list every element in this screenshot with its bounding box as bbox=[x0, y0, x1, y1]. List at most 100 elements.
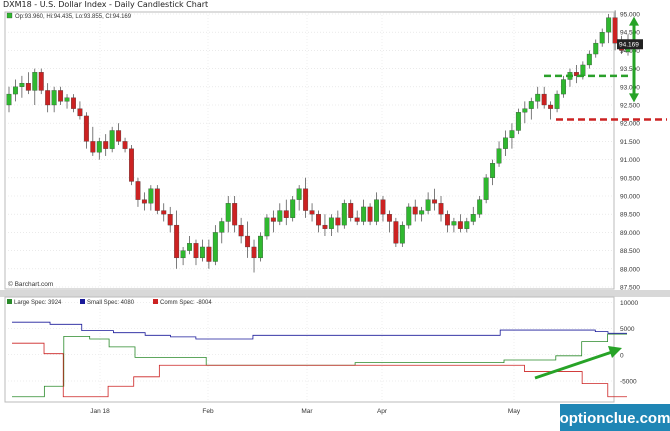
candle-body bbox=[77, 108, 83, 117]
candle-body bbox=[83, 115, 89, 142]
candle-body bbox=[167, 214, 173, 226]
candle-body bbox=[341, 203, 347, 226]
watermark-box bbox=[560, 404, 670, 431]
candle-body bbox=[71, 97, 76, 109]
candle-body bbox=[586, 53, 592, 66]
candle-body bbox=[386, 214, 392, 222]
cot-tick-label: 10000 bbox=[620, 300, 638, 307]
price-tick-label: 88.000 bbox=[620, 266, 640, 273]
candle-body bbox=[199, 246, 205, 259]
x-tick-label: Mar bbox=[301, 408, 313, 415]
candle-body bbox=[45, 90, 51, 106]
candle-body bbox=[464, 221, 470, 229]
candle-body bbox=[25, 83, 31, 91]
candle-body bbox=[174, 224, 180, 259]
comm-spec-line bbox=[12, 342, 627, 398]
candle-body bbox=[129, 148, 134, 182]
candle-body bbox=[290, 199, 296, 218]
last-price-label: 94.169 bbox=[619, 42, 639, 49]
large-spec-legend-label: Large Spec: 3924 bbox=[14, 300, 62, 306]
candle-body bbox=[277, 210, 283, 222]
candle-body bbox=[141, 199, 147, 204]
double-arrow-up-head bbox=[629, 16, 639, 26]
price-tick-label: 90.000 bbox=[620, 194, 640, 201]
candle-body bbox=[187, 243, 192, 251]
watermark-text: optionclue.com bbox=[560, 410, 670, 427]
candle-body bbox=[180, 250, 186, 259]
candle-body bbox=[432, 199, 438, 204]
candle-body bbox=[374, 199, 379, 222]
candle-body bbox=[154, 188, 160, 211]
price-panel bbox=[4, 11, 615, 290]
candle-body bbox=[96, 141, 102, 153]
last-price-box bbox=[617, 39, 643, 50]
candle-body bbox=[548, 104, 554, 109]
candle-body bbox=[161, 210, 167, 215]
candle-body bbox=[541, 93, 547, 106]
candle-body bbox=[206, 246, 212, 262]
candle-body bbox=[367, 206, 373, 222]
cot-trend-arrow-shaft bbox=[534, 350, 613, 380]
cot-tick-label: 0 bbox=[620, 352, 624, 359]
large-spec-legend-swatch bbox=[7, 299, 12, 304]
price-tick-label: 93.500 bbox=[620, 66, 640, 73]
price-tick-label: 95.000 bbox=[620, 12, 640, 19]
candle-body bbox=[451, 221, 457, 226]
price-tick-label: 88.500 bbox=[620, 248, 640, 255]
chart-title: DXM18 - U.S. Dollar Index - Daily Candle… bbox=[3, 0, 209, 9]
candle-body bbox=[245, 235, 251, 248]
candle-body bbox=[503, 137, 508, 149]
candle-body bbox=[122, 141, 128, 149]
candle-body bbox=[264, 217, 270, 237]
candle-body bbox=[270, 217, 276, 222]
candle-body bbox=[316, 214, 321, 226]
price-tick-label: 90.500 bbox=[620, 175, 640, 182]
candle-body bbox=[406, 206, 412, 226]
small-spec-legend-label: Small Spec: 4080 bbox=[87, 300, 135, 306]
price-tick-label: 87.500 bbox=[620, 285, 640, 292]
candle-body bbox=[219, 221, 225, 233]
candle-body bbox=[19, 83, 25, 87]
candle-body bbox=[348, 203, 354, 218]
candle-body bbox=[380, 199, 386, 215]
candle-body bbox=[38, 72, 44, 91]
candle-body bbox=[457, 221, 463, 229]
price-tick-label: 94.500 bbox=[620, 30, 640, 37]
candle-body bbox=[554, 93, 560, 109]
candle-body bbox=[303, 188, 309, 211]
candle-body bbox=[225, 203, 231, 222]
candle-body bbox=[212, 232, 218, 262]
candle-body bbox=[509, 130, 515, 138]
candle-body bbox=[12, 86, 18, 95]
candle-body bbox=[361, 206, 367, 222]
candle-body bbox=[522, 108, 528, 113]
comm-spec-legend-label: Comm Spec: -8004 bbox=[160, 300, 212, 306]
candle-body bbox=[399, 224, 405, 244]
candle-body bbox=[606, 17, 612, 33]
price-tick-label: 89.500 bbox=[620, 212, 640, 219]
candle-body bbox=[470, 214, 476, 222]
candle-body bbox=[90, 141, 96, 153]
candle-body bbox=[419, 210, 425, 215]
x-tick-label: May bbox=[508, 408, 521, 415]
candle-body bbox=[477, 199, 483, 215]
candle-body bbox=[599, 32, 605, 44]
candle-body bbox=[6, 93, 12, 106]
candle-body bbox=[593, 42, 599, 55]
candle-body bbox=[425, 199, 431, 211]
candle-body bbox=[322, 224, 328, 229]
cot-panel bbox=[4, 296, 615, 403]
candle-body bbox=[490, 163, 496, 178]
cot-tick-label: 5000 bbox=[620, 326, 635, 333]
candle-body bbox=[232, 203, 238, 226]
small-spec-line bbox=[12, 321, 627, 340]
price-tick-label: 91.000 bbox=[620, 157, 640, 164]
candle-body bbox=[296, 188, 302, 200]
candle-body bbox=[580, 64, 586, 77]
candle-body bbox=[335, 217, 341, 226]
candle-body bbox=[445, 214, 450, 226]
candle-body bbox=[238, 224, 244, 237]
candle-body bbox=[109, 130, 115, 149]
candle-body bbox=[573, 72, 579, 77]
ohlc-legend-icon bbox=[6, 12, 13, 19]
